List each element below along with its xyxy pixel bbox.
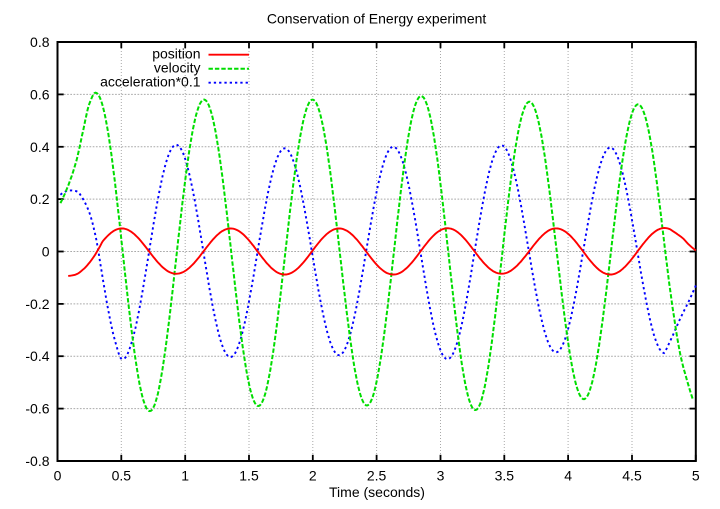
svg-text:0: 0 (54, 468, 62, 484)
svg-text:-0.6: -0.6 (25, 401, 49, 417)
svg-text:3: 3 (437, 468, 445, 484)
svg-text:0.4: 0.4 (30, 139, 50, 155)
svg-text:1: 1 (181, 468, 189, 484)
svg-text:0: 0 (42, 244, 50, 260)
svg-text:4: 4 (564, 468, 572, 484)
svg-text:-0.2: -0.2 (25, 296, 49, 312)
svg-text:velocity: velocity (154, 60, 201, 76)
svg-text:acceleration*0.1: acceleration*0.1 (100, 74, 201, 90)
svg-text:position: position (152, 46, 200, 62)
svg-text:5: 5 (692, 468, 700, 484)
svg-text:-0.4: -0.4 (25, 348, 49, 364)
svg-text:0.8: 0.8 (30, 34, 50, 50)
svg-text:0.2: 0.2 (30, 191, 50, 207)
svg-text:3.5: 3.5 (495, 468, 515, 484)
svg-text:-0.8: -0.8 (25, 453, 49, 469)
svg-text:Conservation of Energy experim: Conservation of Energy experiment (267, 11, 487, 27)
svg-text:2.5: 2.5 (367, 468, 387, 484)
svg-text:0.6: 0.6 (30, 86, 50, 102)
svg-text:0.5: 0.5 (112, 468, 132, 484)
svg-text:Time (seconds): Time (seconds) (329, 484, 425, 500)
svg-text:4.5: 4.5 (622, 468, 642, 484)
svg-text:1.5: 1.5 (239, 468, 259, 484)
svg-text:2: 2 (309, 468, 317, 484)
